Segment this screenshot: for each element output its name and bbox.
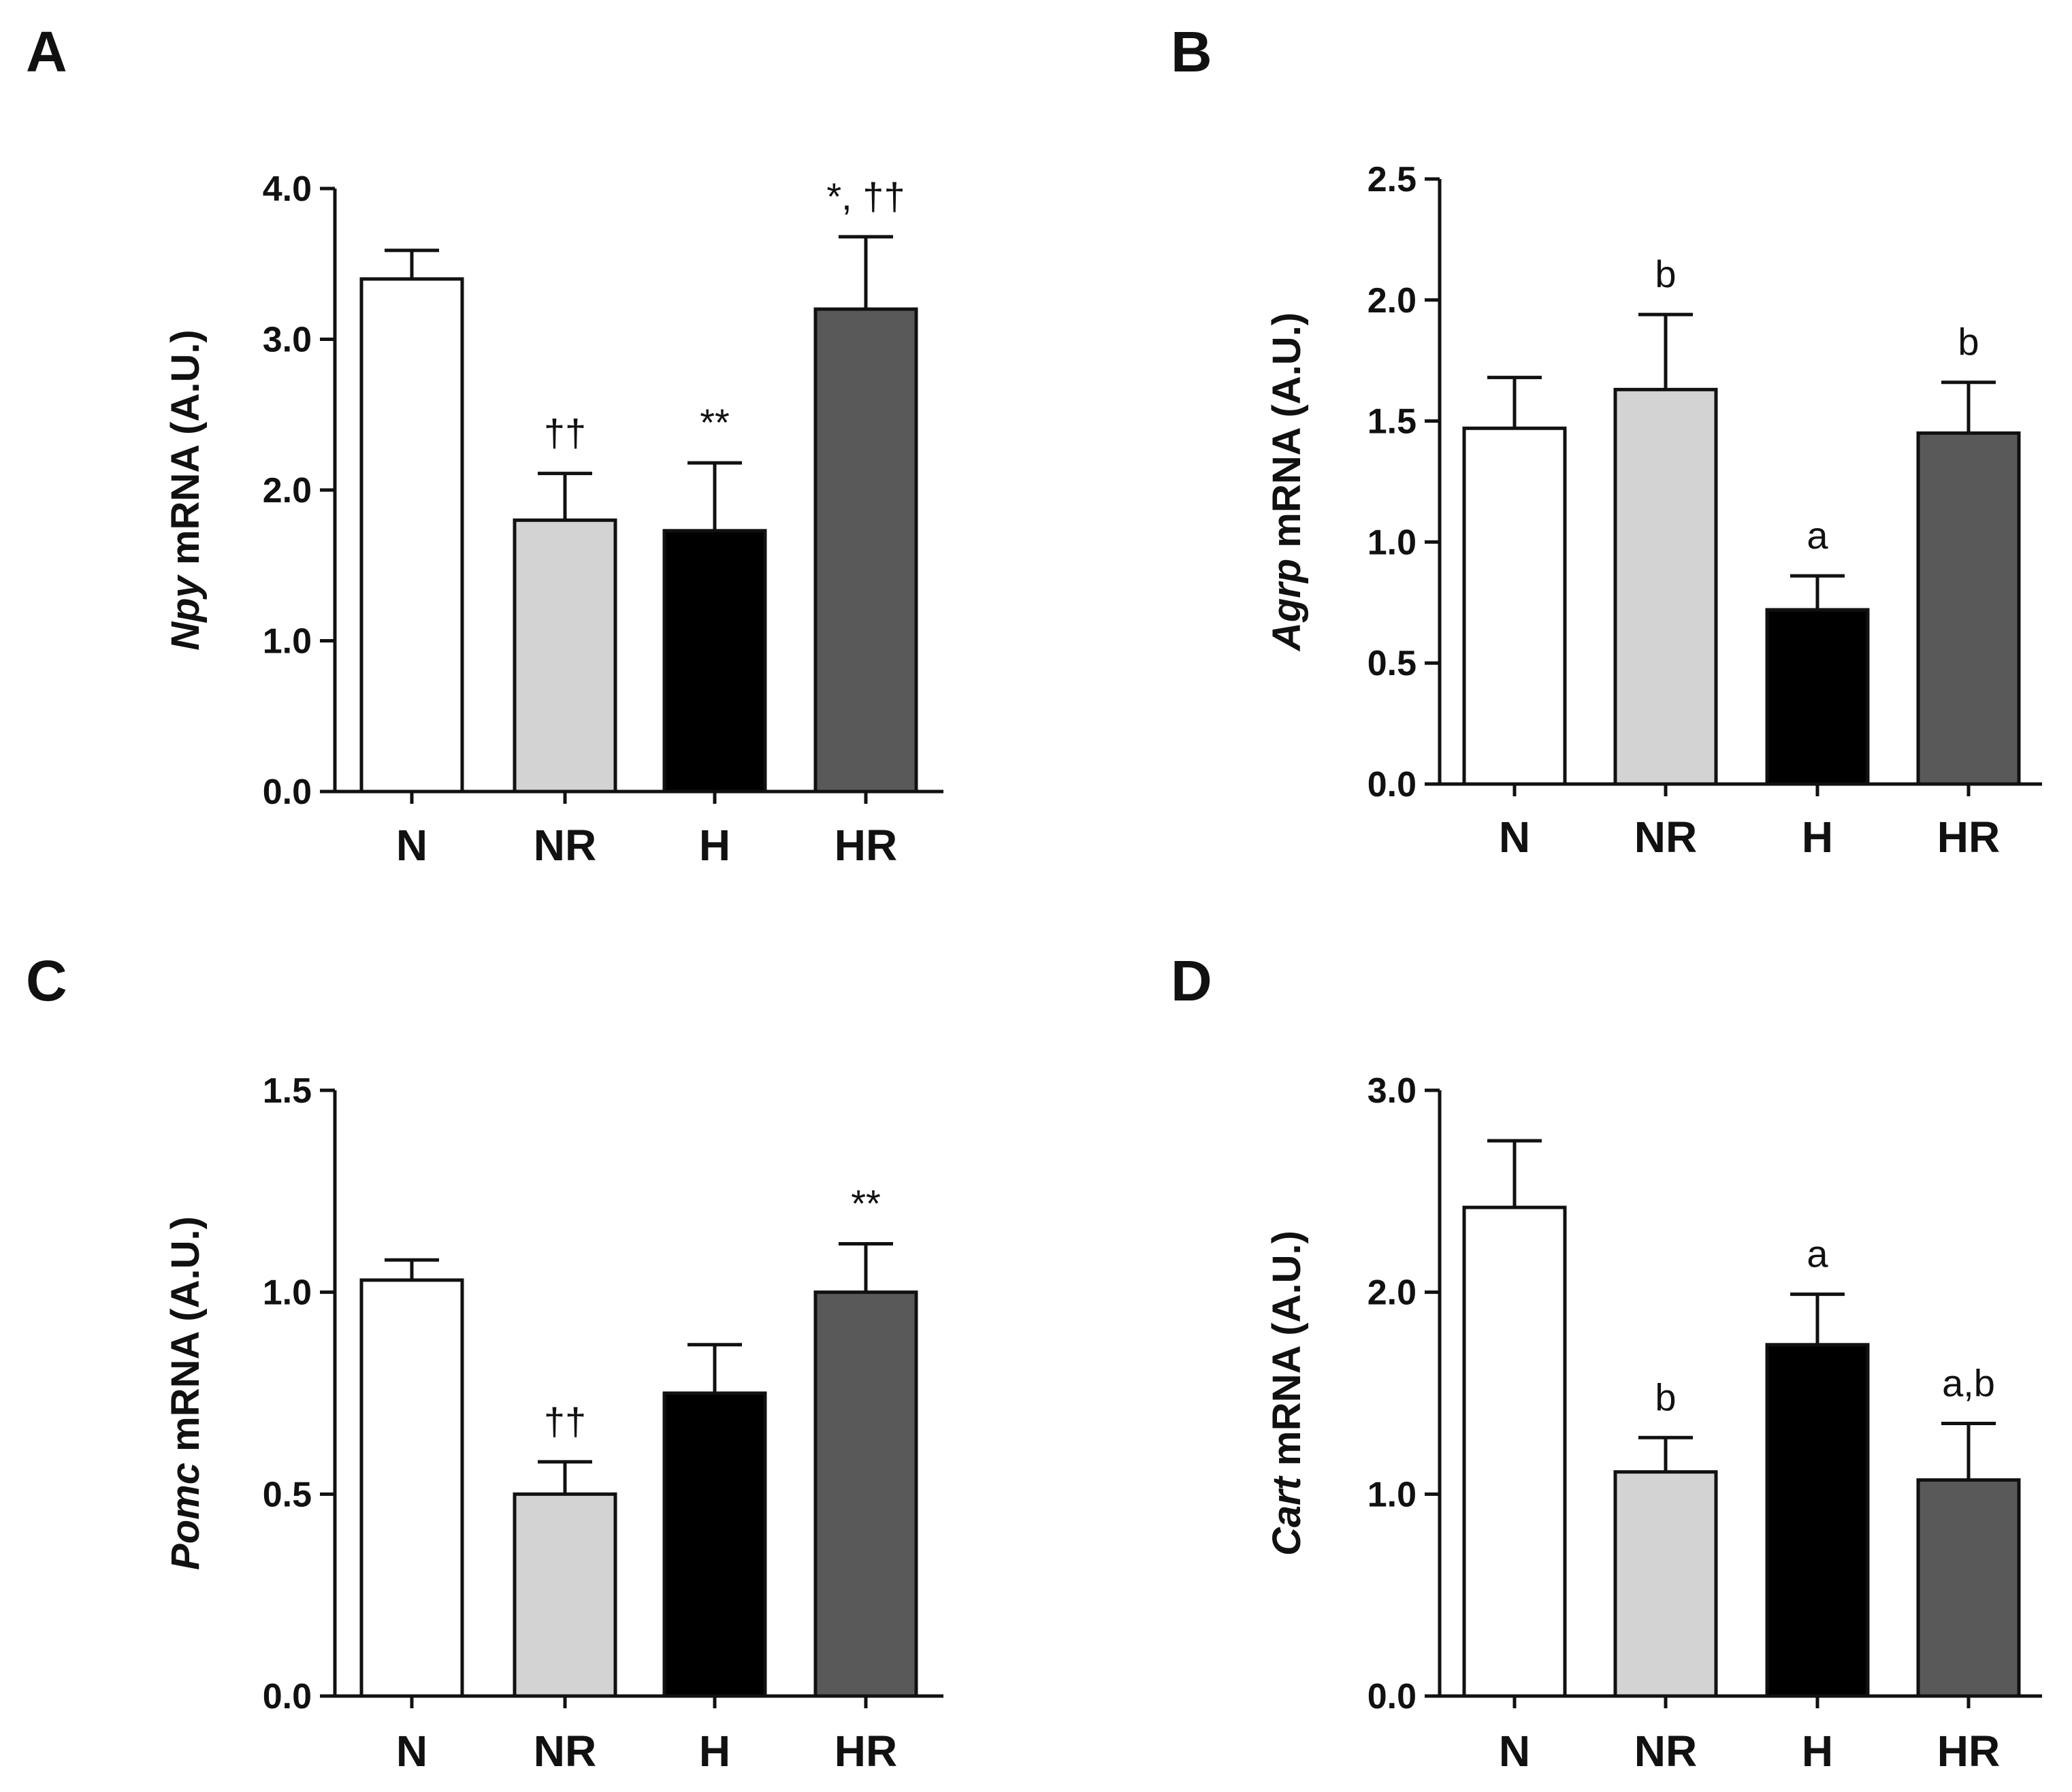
category-label: NR	[1634, 1727, 1697, 1776]
category-label: N	[1499, 813, 1530, 862]
significance-label: a,b	[1942, 1362, 1995, 1405]
category-label: NR	[1634, 813, 1697, 862]
y-axis-label: Pomc mRNA (A.U.)	[163, 1216, 208, 1570]
y-tick-label: 3.0	[263, 321, 312, 360]
panel-letter: B	[1171, 20, 1212, 84]
category-label: N	[396, 1727, 427, 1776]
y-axis-unit: mRNA (A.U.)	[1265, 312, 1309, 559]
panel-letter: D	[1171, 949, 1212, 1013]
significance-label: a	[1807, 514, 1828, 557]
bar-n	[359, 277, 464, 794]
y-tick-label: 2.0	[263, 471, 312, 510]
gene-name: Npy	[163, 574, 208, 650]
significance-label: a	[1807, 1233, 1828, 1275]
gene-name: Agrp	[1265, 559, 1309, 652]
panel-b: B Nb NR a Hb HR 0.0 0.5 1.0 1.5 2.0 2.5 Agrp mRNA (A…	[1171, 20, 2042, 862]
y-tick-label: 0.5	[1367, 644, 1417, 683]
category-label: HR	[835, 1727, 897, 1776]
category-label: H	[1802, 813, 1833, 862]
y-tick-label: 1.0	[263, 1273, 312, 1313]
panel-letter: A	[26, 20, 67, 84]
y-axis-unit: mRNA (A.U.)	[163, 1216, 208, 1463]
panel-d: D Nb NR a Ha,b HR 0.0 1.0 2.0 3.0 Cart mRNA (A.U.)	[1171, 949, 2042, 1776]
bar-hr	[813, 307, 918, 794]
y-tick-label: 1.5	[1367, 402, 1417, 442]
y-axis-label: Npy mRNA (A.U.)	[163, 329, 208, 651]
y-axis-unit: mRNA (A.U.)	[1265, 1231, 1309, 1477]
significance-label: **	[700, 401, 730, 444]
bar-n	[1462, 1205, 1567, 1698]
y-axis-label: Agrp mRNA (A.U.)	[1265, 312, 1309, 652]
bar-h	[662, 529, 767, 794]
panel-letter: C	[26, 949, 67, 1013]
bar-hr	[1916, 431, 2021, 786]
bar-h	[662, 1391, 767, 1698]
panel-c: C N †† NR H ** HR 0.0 0.5 1.0 1.5 Pomc mRNA (A.U.)	[26, 949, 943, 1776]
bar-n	[359, 1278, 464, 1698]
y-tick-label: 3.0	[1367, 1071, 1417, 1111]
category-label: HR	[1937, 813, 2000, 862]
bar-nr	[513, 518, 617, 794]
significance-label: b	[1655, 1375, 1676, 1418]
y-tick-label: 2.0	[1367, 281, 1417, 321]
bar-nr	[1613, 1470, 1718, 1698]
y-tick-label: 1.0	[1367, 1475, 1417, 1514]
significance-label: *, ††	[826, 175, 905, 218]
category-label: HR	[1937, 1727, 2000, 1776]
significance-label: **	[851, 1182, 881, 1224]
y-axis-unit: mRNA (A.U.)	[163, 329, 208, 576]
y-tick-label: 1.0	[1367, 523, 1417, 562]
significance-label: b	[1958, 321, 1979, 363]
y-tick-label: 0.0	[263, 772, 312, 812]
category-label: N	[396, 821, 427, 870]
category-label: H	[1802, 1727, 1833, 1776]
bar-h	[1765, 1343, 1870, 1698]
bar-nr	[513, 1492, 617, 1698]
gene-name: Pomc	[163, 1463, 208, 1570]
significance-label: b	[1655, 252, 1676, 295]
y-axis-label: Cart mRNA (A.U.)	[1265, 1231, 1309, 1556]
y-tick-label: 0.0	[1367, 1677, 1417, 1716]
category-label: HR	[835, 821, 897, 870]
significance-label: ††	[544, 412, 586, 455]
y-tick-label: 1.5	[263, 1071, 312, 1111]
y-tick-label: 0.0	[1367, 765, 1417, 804]
y-tick-label: 1.0	[263, 622, 312, 662]
category-label: NR	[534, 1727, 596, 1776]
gene-name: Cart	[1265, 1475, 1309, 1556]
bar-n	[1462, 426, 1567, 786]
y-tick-label: 0.5	[263, 1475, 312, 1514]
y-tick-label: 2.5	[1367, 160, 1417, 199]
category-label: H	[699, 1727, 730, 1776]
y-tick-label: 4.0	[263, 169, 312, 209]
category-label: N	[1499, 1727, 1530, 1776]
category-label: H	[699, 821, 730, 870]
bar-h	[1765, 608, 1870, 786]
significance-label: ††	[544, 1400, 586, 1443]
bar-hr	[813, 1290, 918, 1698]
y-tick-label: 0.0	[263, 1677, 312, 1716]
bar-hr	[1916, 1478, 2021, 1698]
y-tick-label: 2.0	[1367, 1273, 1417, 1313]
category-label: NR	[534, 821, 596, 870]
panel-a: A N †† NR ** H *, †† HR 0.0 1.0 2.0 3.0 4.0 Npy mRNA …	[26, 20, 943, 870]
bar-nr	[1613, 387, 1718, 786]
